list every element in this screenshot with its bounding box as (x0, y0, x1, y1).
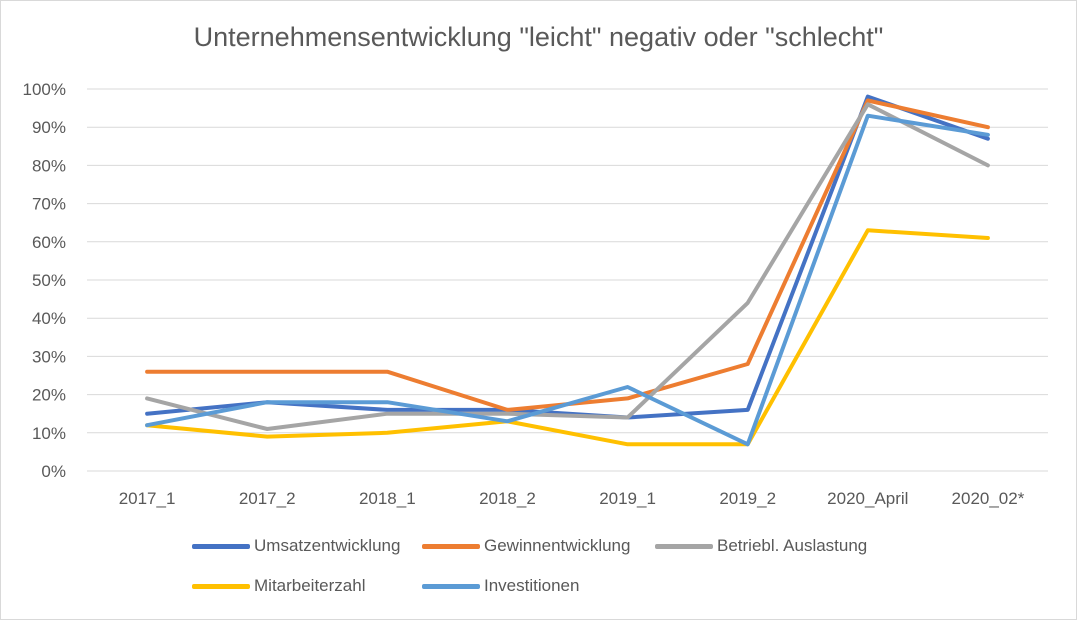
series-line-2 (145, 102, 990, 431)
series-line-3 (145, 228, 990, 447)
y-tick-label: 40% (32, 309, 66, 328)
y-tick-label: 60% (32, 233, 66, 252)
x-tick-label: 2018_1 (359, 489, 416, 508)
x-tick-label: 2017_1 (119, 489, 176, 508)
x-tick-label: 2020_April (827, 489, 908, 508)
series-line-1 (145, 98, 990, 412)
series-lines (145, 94, 990, 447)
series-line-0 (145, 94, 990, 420)
y-tick-label: 20% (32, 386, 66, 405)
y-tick-label: 50% (32, 271, 66, 290)
series-line-4 (145, 113, 990, 447)
y-tick-label: 70% (32, 195, 66, 214)
x-tick-label: 2018_2 (479, 489, 536, 508)
chart-title: Unternehmensentwicklung "leicht" negativ… (193, 22, 884, 52)
y-tick-label: 0% (41, 462, 66, 481)
y-tick-label: 100% (23, 80, 66, 99)
x-tick-label: 2019_1 (599, 489, 656, 508)
x-tick-label: 2017_2 (239, 489, 296, 508)
gridlines (87, 88, 1048, 472)
y-tick-label: 90% (32, 118, 66, 137)
x-tick-label: 2020_02* (952, 489, 1025, 508)
y-tick-label: 10% (32, 424, 66, 443)
x-tick-label: 2019_2 (719, 489, 776, 508)
y-tick-label: 30% (32, 347, 66, 366)
y-tick-label: 80% (32, 156, 66, 175)
x-axis-tick-labels: 2017_1 2017_2 2018_1 2018_2 2019_1 2019_2 2020… (119, 489, 1025, 508)
y-axis-tick-labels: 0% 10% 20% 30% 40% 50% 60% 70% 80% 90% 100% (23, 80, 66, 481)
